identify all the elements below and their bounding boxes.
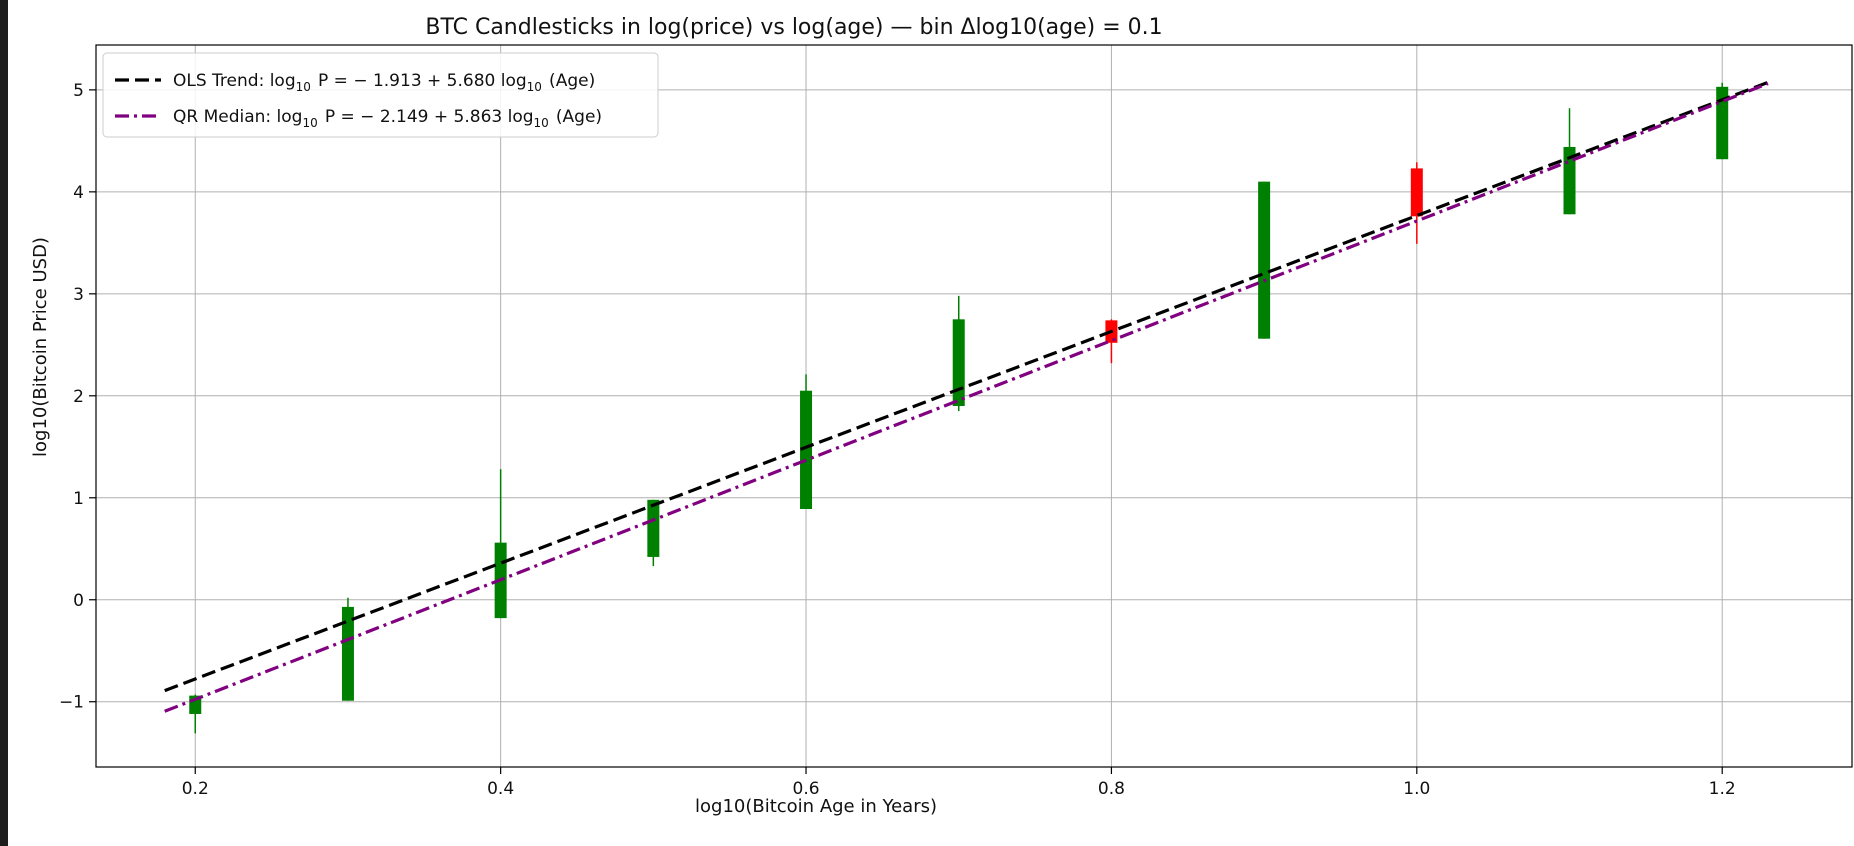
y-tick-label: 3 (73, 285, 84, 305)
x-axis-label: log10(Bitcoin Age in Years) (695, 796, 937, 817)
qr-median-line (164, 82, 1769, 713)
axis-ticks: 0.2 0.4 0.6 0.8 1.0 1.2 −1 0 1 2 3 4 5 (59, 81, 1736, 799)
y-tick-label: 4 (73, 183, 84, 203)
x-tick-label: 0.2 (182, 779, 209, 799)
x-tick-label: 1.2 (1709, 779, 1736, 799)
y-tick-label: 0 (73, 591, 84, 611)
candles (189, 82, 1729, 734)
plot-panel: BTC Candlesticks in log(price) vs log(ag… (8, 0, 1854, 846)
legend-box (102, 52, 659, 138)
x-tick-label: 0.6 (793, 779, 820, 799)
plot-frame (95, 44, 1853, 768)
x-tick-label: 0.4 (487, 779, 514, 799)
legend-label: QR Median: log10 P = − 2.149 + 5.863 log… (173, 107, 602, 130)
candle-body (952, 319, 965, 406)
y-tick-label: −1 (59, 693, 84, 713)
y-tick-label: 2 (73, 387, 84, 407)
y-tick-label: 5 (73, 81, 84, 101)
x-tick-label: 1.0 (1403, 779, 1430, 799)
y-axis-label: log10(Bitcoin Price USD) (30, 237, 51, 457)
candle-body (1410, 168, 1423, 217)
candle-body (647, 499, 660, 557)
trend-lines (164, 80, 1769, 713)
legend: OLS Trend: log10 P = − 1.913 + 5.680 log… (102, 52, 659, 138)
candle-body (341, 606, 354, 701)
candle-body (1258, 181, 1271, 339)
y-tick-label: 1 (73, 489, 84, 509)
chart-title: BTC Candlesticks in log(price) vs log(ag… (425, 15, 1162, 40)
x-tick-label: 0.8 (1098, 779, 1125, 799)
candlestick-chart: BTC Candlesticks in log(price) vs log(ag… (30, 15, 1853, 817)
ols-trend-line (164, 80, 1769, 693)
candle-body (1716, 86, 1729, 160)
grid (96, 45, 1852, 767)
legend-label: OLS Trend: log10 P = − 1.913 + 5.680 log… (173, 71, 595, 94)
candle-body (800, 390, 813, 509)
